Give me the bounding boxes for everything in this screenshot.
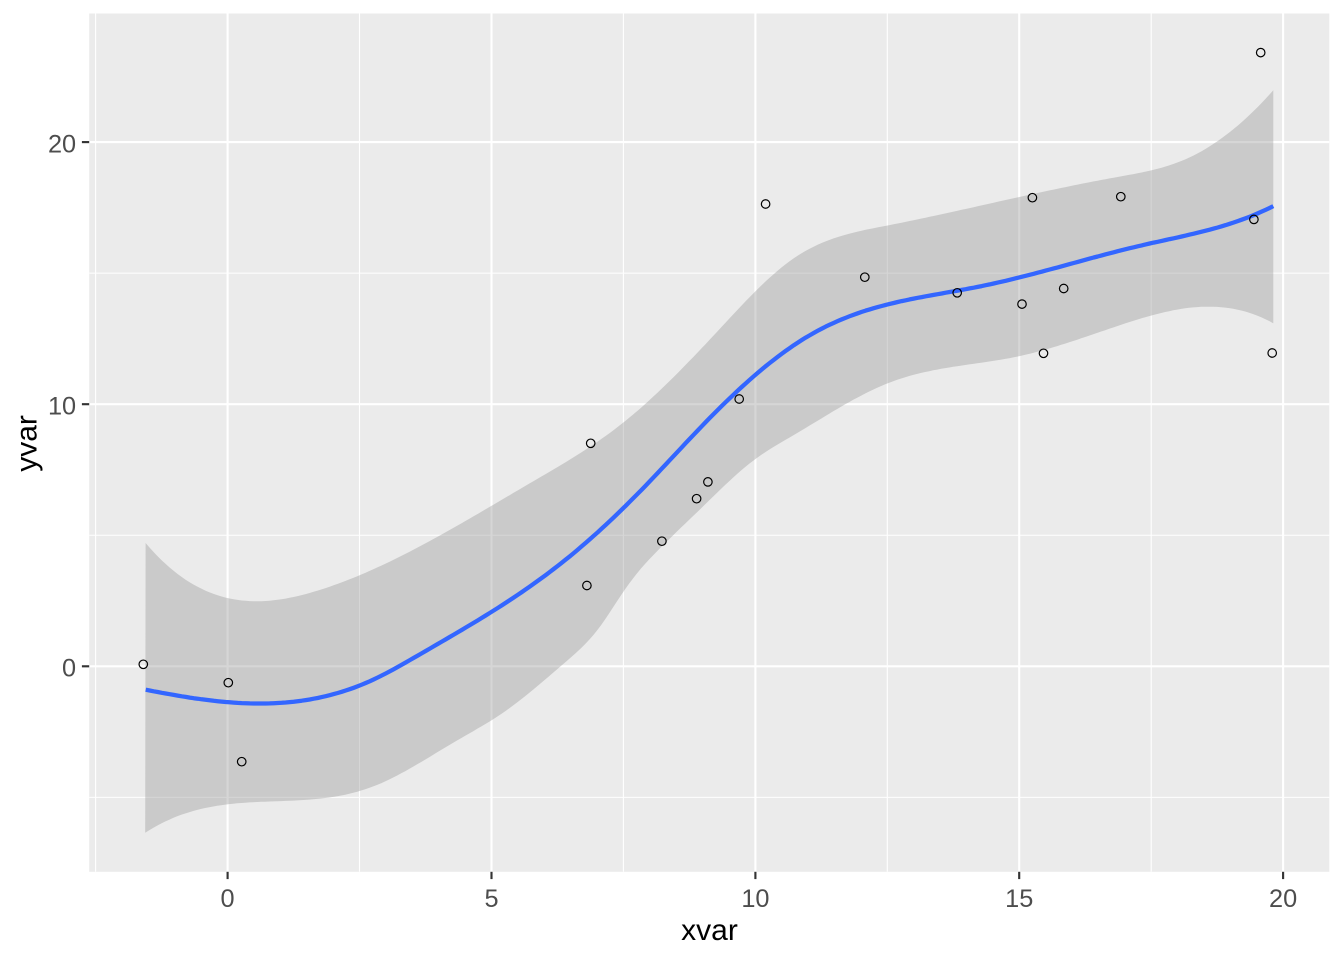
svg-text:20: 20 xyxy=(48,130,76,158)
svg-text:0: 0 xyxy=(62,655,76,683)
svg-text:10: 10 xyxy=(741,885,769,913)
svg-text:20: 20 xyxy=(1269,885,1297,913)
svg-text:0: 0 xyxy=(221,885,235,913)
svg-text:15: 15 xyxy=(1005,885,1033,913)
svg-text:yvar: yvar xyxy=(11,415,44,472)
svg-text:5: 5 xyxy=(484,885,498,913)
svg-text:10: 10 xyxy=(48,393,76,421)
svg-text:xvar: xvar xyxy=(681,914,738,947)
